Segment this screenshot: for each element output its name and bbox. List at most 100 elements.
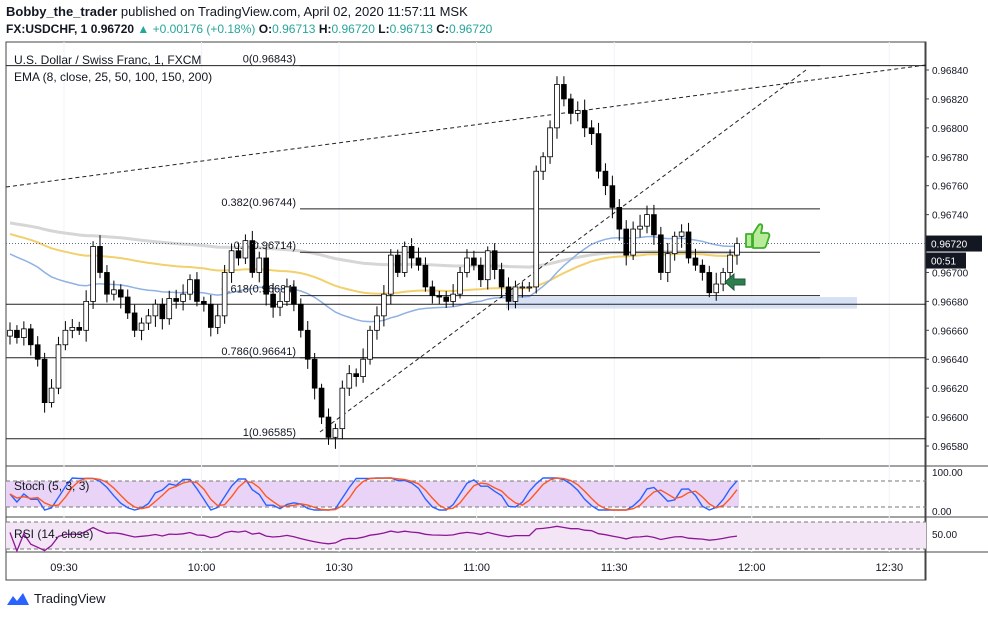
candle-body-65 [457,272,463,295]
candle-body-47 [332,428,339,438]
candle-body-69 [484,250,491,281]
tradingview-logo-icon [7,592,29,605]
candle-body-67 [471,257,477,266]
time-axis[interactable]: 09:30 10:00 10:30 11:00 11:30 12:00 12:30 [50,562,903,574]
stoch-tick-100: 100.00 [932,468,963,479]
fib-label-3: 0.618(0.96684) [221,284,296,296]
candle-body-98 [685,231,692,259]
candle-body-33 [235,250,242,259]
candle-body-23 [166,298,173,320]
candle-body-66 [464,257,470,273]
support-trendline[interactable] [319,69,807,433]
candle-body-9 [69,327,76,331]
candle-body-51 [360,358,366,377]
price-tick-7: 0.96700 [932,268,969,279]
high-value: 0.96720 [331,22,375,36]
resistance-trendline[interactable] [5,64,927,188]
thumbs-up-icon [745,223,771,249]
candle-body-101 [706,272,713,294]
last-price: 0.96720 [90,22,135,36]
candle-body-58 [408,246,415,259]
candle-body-37 [263,257,269,295]
fib-label-4: 0.786(0.96641) [221,346,296,358]
grid-lines [63,42,890,552]
candle-body-36 [256,257,263,273]
candle-body-7 [55,344,62,389]
candle-body-60 [422,264,429,288]
price-tick-4: 0.96760 [932,182,969,193]
candle-body-59 [415,257,422,266]
fib-retracement[interactable]: 0(0.96843)0.382(0.96744)0.5(0.96714)0.61… [6,54,926,440]
candle-body-31 [221,272,228,317]
trend-lines[interactable] [5,64,927,433]
candle-body-28 [201,300,207,305]
candle-body-22 [159,303,166,320]
candle-body-8 [62,329,69,346]
up-arrow-icon: ▲ [137,22,150,36]
stoch-legend[interactable]: Stoch (5, 3, 3) [14,479,89,493]
price-tick-9: 0.96660 [932,326,969,337]
candle-body-0 [7,329,13,337]
stoch-d-line [9,477,738,511]
candle-body-12 [90,246,96,302]
candle-body-53 [374,315,380,331]
candle-body-80 [561,84,567,100]
price-tick-1: 0.96820 [932,95,969,106]
candle-body-24 [173,298,179,302]
candle-body-90 [630,228,636,256]
low-value: 0.96713 [389,22,433,36]
candle-body-55 [388,254,394,295]
candle-body-34 [242,240,249,259]
candle-body-29 [207,303,214,328]
candle-body-84 [588,127,595,135]
candle-body-70 [491,250,498,270]
footer-brand: TradingView [34,591,106,606]
time-tick-0: 09:30 [50,562,78,574]
open-label: O: [258,22,273,36]
candle-body-27 [194,279,200,302]
candle-body-76 [533,170,540,288]
candle-body-93 [651,214,657,236]
tradingview-footer[interactable]: TradingView [6,591,106,606]
candle-body-85 [595,133,602,172]
rsi-legend[interactable]: RSI (14, close) [14,527,93,541]
candle-body-46 [325,416,332,438]
candle-body-14 [104,272,110,295]
candle-body-42 [297,303,304,331]
rsi-tick-50: 50.00 [932,530,957,541]
close-label: C: [436,22,449,36]
candle-body-105 [734,243,740,256]
candle-body-41 [291,286,297,305]
symbol-header: FX:USDCHF, 1 0.96720 ▲ +0.00176 (+0.18%)… [6,22,492,36]
candle-body-48 [339,387,346,430]
fib-label-1: 0.382(0.96744) [221,197,296,209]
candle-body-71 [498,269,505,288]
candle-body-49 [346,373,353,389]
price-tick-10: 0.96640 [932,355,969,366]
ema-100-line [9,232,738,295]
price-tick-12: 0.96600 [932,413,969,424]
low-label: L: [378,22,390,36]
instrument-legend[interactable]: U.S. Dollar / Swiss Franc, 1, FXCM [14,53,201,67]
price-tick-11: 0.96620 [932,384,969,395]
candle-body-54 [381,293,387,317]
candle-body-78 [547,127,553,158]
candle-body-77 [540,156,546,172]
candle-body-74 [519,286,526,289]
ema-legend[interactable]: EMA (8, close, 25, 50, 100, 150, 200) [14,70,212,84]
stoch-band [6,481,739,507]
candle-body-75 [526,286,533,289]
candle-body-39 [277,300,283,308]
candle-body-87 [609,185,616,208]
candle-body-30 [214,315,221,328]
candle-body-83 [581,110,588,129]
price-axis[interactable]: 0.96840 0.96820 0.96800 0.96780 0.96760 0.967… [6,66,982,453]
candle-body-79 [554,84,560,129]
candle-body-104 [727,254,733,273]
support-zone[interactable] [506,297,857,309]
candle-body-40 [284,286,290,302]
fib-label-0: 0(0.96843) [243,54,296,66]
candle-body-63 [443,296,449,302]
author-name[interactable]: Bobby_the_trader [6,4,118,19]
